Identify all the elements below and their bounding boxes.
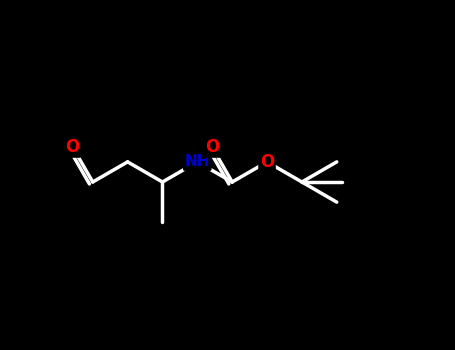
Text: O: O	[260, 153, 274, 171]
Text: O: O	[205, 138, 219, 156]
Text: NH: NH	[185, 154, 210, 169]
Text: O: O	[66, 138, 80, 156]
